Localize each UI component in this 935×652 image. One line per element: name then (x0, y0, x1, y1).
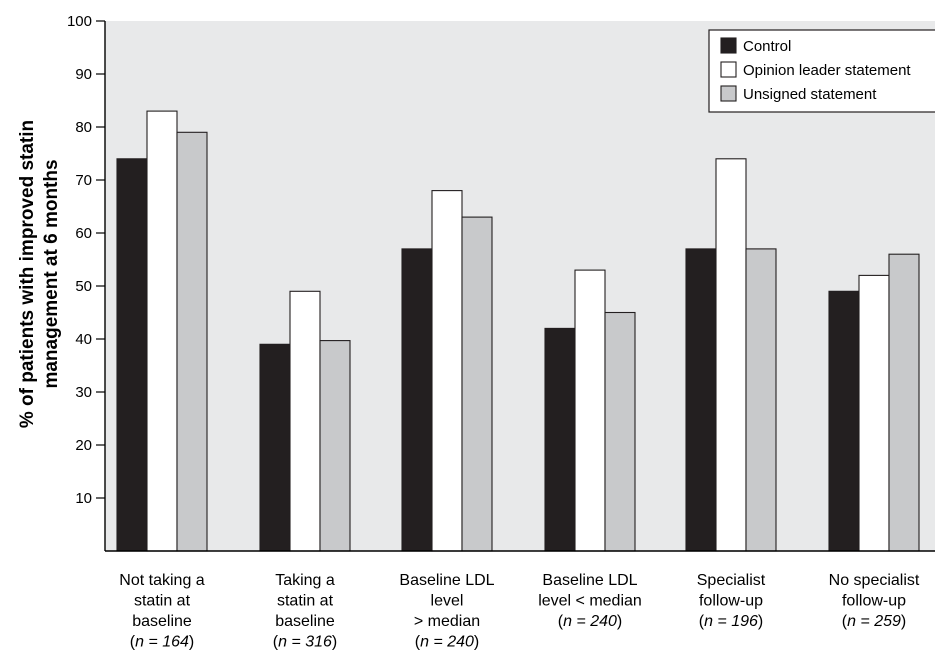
sample-size-value: 240 (446, 634, 474, 651)
category-label: No specialist (829, 572, 920, 589)
bar-control (544, 327, 576, 552)
category-label: level (431, 593, 464, 610)
bar-unsigned-statement (176, 131, 208, 552)
bar-control (116, 158, 148, 552)
category-label: Baseline LDL (399, 572, 494, 589)
category-sample-size: (n = 259) (842, 613, 907, 630)
category-label: Specialist (697, 572, 766, 589)
axes (104, 21, 935, 552)
category-label: > median (414, 613, 480, 630)
y-axis-title-line: % of patients with improved statin (17, 120, 38, 428)
y-tick-label: 80 (75, 119, 92, 136)
y-tick-label: 20 (75, 437, 92, 454)
legend-swatch (720, 85, 737, 102)
bar-opinion-leader-statement (715, 158, 747, 552)
category-label: statin at (134, 593, 191, 610)
category-sample-size: (n = 316) (273, 634, 338, 651)
category-sample-size: (n = 196) (699, 613, 764, 630)
y-tick-label: 30 (75, 384, 92, 401)
category-label: level < median (538, 593, 642, 610)
category-label: follow-up (842, 593, 906, 610)
sample-size-value: 259 (873, 613, 901, 630)
y-axis-title: % of patients with improved statin manage… (17, 120, 62, 428)
category-sample-size: (n = 240) (415, 634, 480, 651)
bar-control (685, 248, 717, 552)
sample-size-value: 240 (589, 613, 617, 630)
category-labels: Not taking a statin at baseline (n = 164) Ta… (119, 572, 920, 651)
legend: Control Opinion leader statement Unsigned … (708, 29, 935, 113)
category-label: follow-up (699, 593, 763, 610)
bar-unsigned-statement (604, 311, 636, 552)
y-tick-label: 70 (75, 172, 92, 189)
y-tick-label: 50 (75, 278, 92, 295)
y-axis-title-line: management at 6 months (41, 159, 62, 388)
y-tick-label: 90 (75, 66, 92, 83)
y-tick-label: 10 (75, 490, 92, 507)
bar-control (259, 343, 291, 552)
bar-unsigned-statement (888, 253, 920, 552)
y-axis-ticks: 10 20 30 40 50 60 70 80 90 100 (67, 13, 105, 507)
legend-swatch (720, 37, 737, 54)
category-label: statin at (277, 593, 334, 610)
legend-swatch (720, 61, 737, 78)
bar-unsigned-statement (745, 248, 777, 552)
category-label: baseline (275, 613, 335, 630)
category-label: Baseline LDL (542, 572, 637, 589)
category-label: Not taking a (119, 572, 204, 589)
bar-opinion-leader-statement (574, 269, 606, 552)
sample-size-value: 316 (305, 634, 332, 651)
bar-opinion-leader-statement (858, 274, 890, 552)
y-tick-label: 40 (75, 331, 92, 348)
y-tick-label: 100 (67, 13, 92, 30)
y-tick-label: 60 (75, 225, 92, 242)
legend-label: Opinion leader statement (743, 62, 911, 79)
category-label: baseline (132, 613, 192, 630)
bar-opinion-leader-statement (289, 290, 321, 552)
sample-size-value: 164 (162, 634, 189, 651)
bar-opinion-leader-statement (146, 110, 178, 552)
category-sample-size: (n = 164) (130, 634, 195, 651)
bar-control (828, 290, 860, 552)
bar-control (401, 248, 433, 552)
bar-opinion-leader-statement (431, 190, 463, 552)
legend-label: Unsigned statement (743, 86, 877, 103)
bar-unsigned-statement (319, 340, 351, 552)
legend-box (708, 29, 935, 113)
sample-size-value: 196 (731, 613, 758, 630)
bars (116, 110, 920, 552)
legend-label: Control (743, 38, 791, 55)
bar-unsigned-statement (461, 216, 493, 552)
category-sample-size: (n = 240) (558, 613, 623, 630)
category-label: Taking a (275, 572, 335, 589)
